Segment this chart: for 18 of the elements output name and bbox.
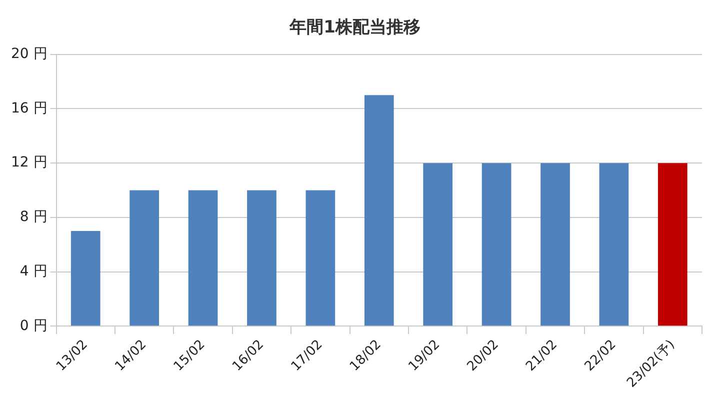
bar <box>482 163 512 326</box>
bar <box>188 190 218 326</box>
chart-title: 年間1株配当推移 <box>288 18 420 38</box>
bar <box>130 190 159 326</box>
bar <box>70 231 100 326</box>
y-tick-label: 0 円 <box>20 318 48 334</box>
y-tick-label: 4 円 <box>20 263 48 280</box>
bar <box>423 163 453 326</box>
bar <box>247 190 276 326</box>
bar <box>306 190 336 326</box>
bar <box>658 163 688 326</box>
y-tick-label: 16 円 <box>11 100 48 116</box>
y-tick-label: 12 円 <box>11 154 48 171</box>
y-tick-label: 8 円 <box>20 209 48 226</box>
bar <box>599 163 629 326</box>
y-tick-label: 20 円 <box>11 46 48 62</box>
bar <box>364 95 394 326</box>
bar <box>540 163 570 326</box>
